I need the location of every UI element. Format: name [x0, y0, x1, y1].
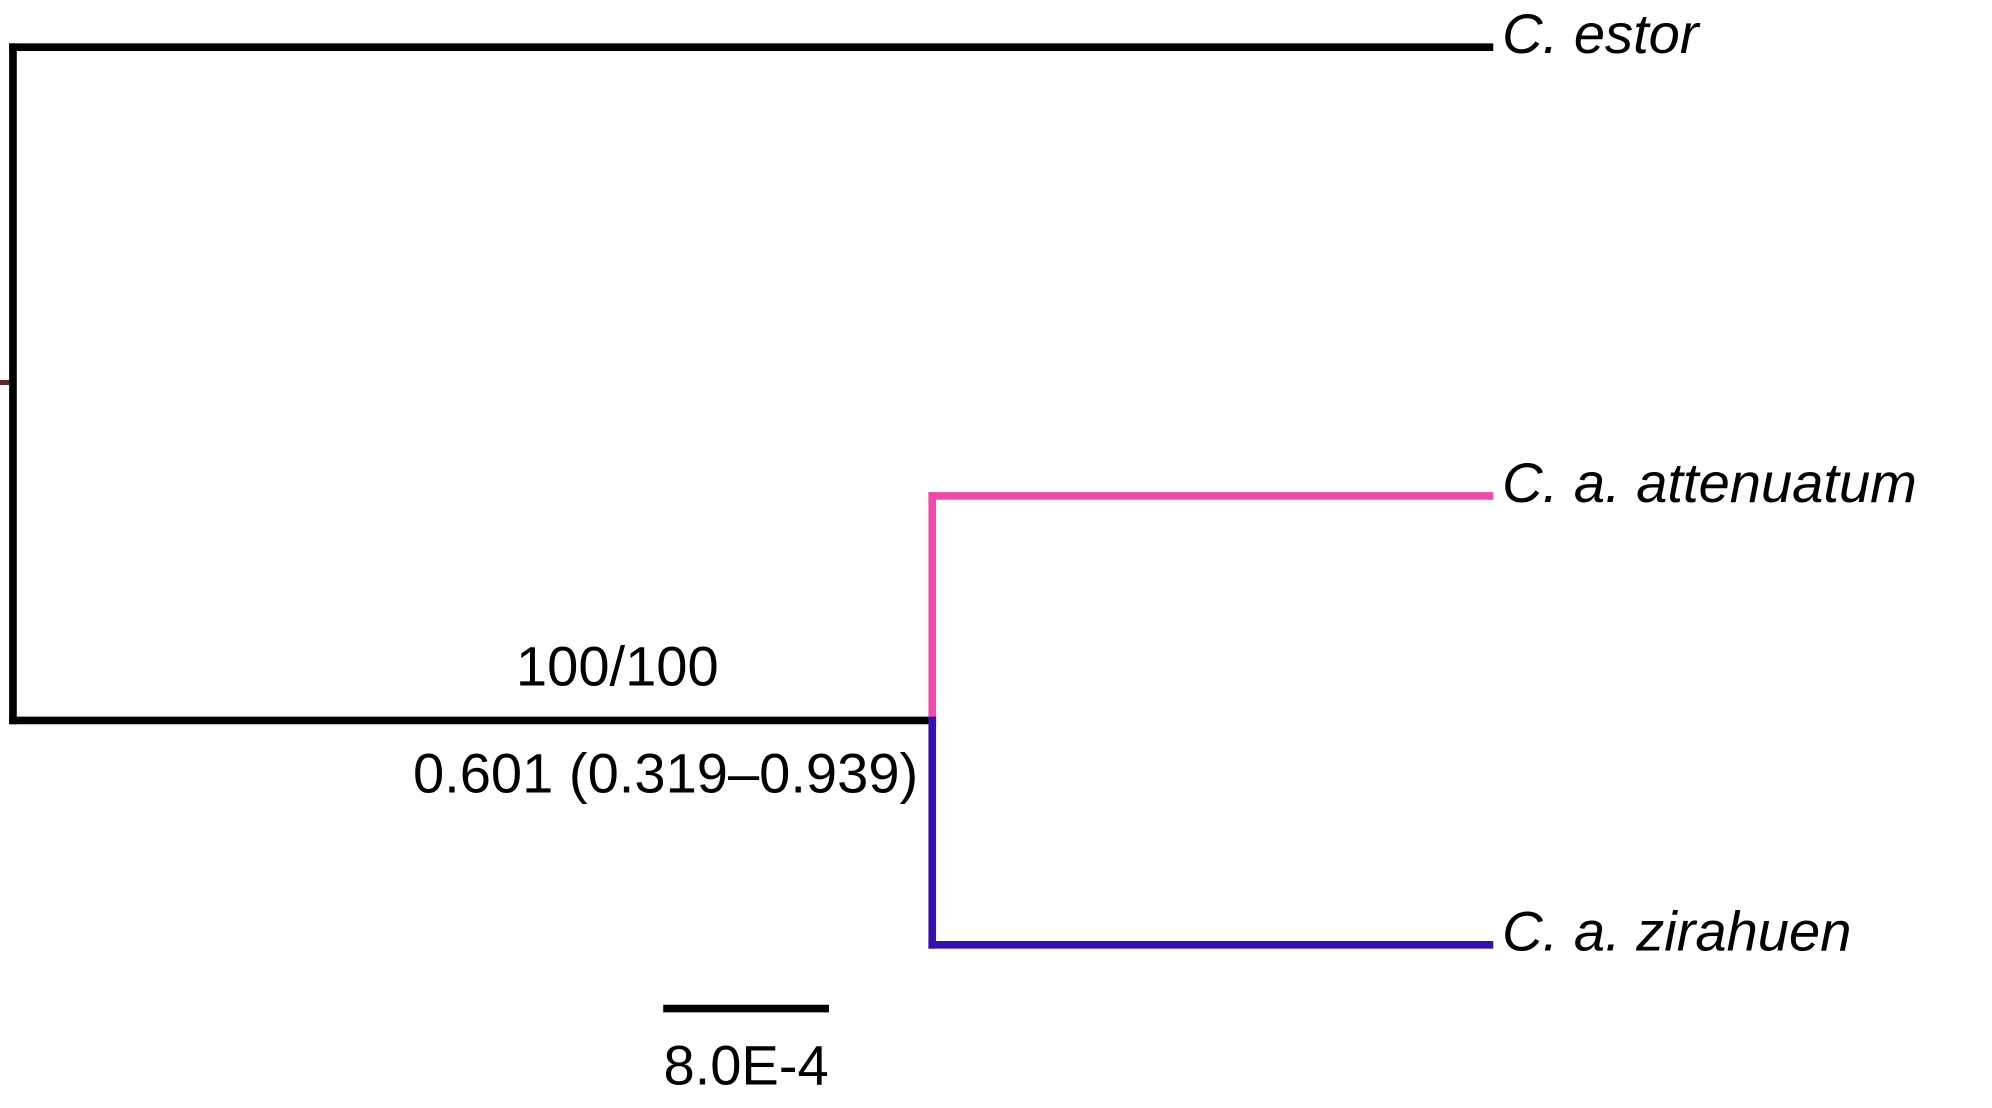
taxon-label: C. a. attenuatum [1502, 451, 1917, 514]
support-label: 100/100 [516, 634, 719, 697]
taxon-label: C. estor [1502, 2, 1701, 65]
scale-label: 8.0E-4 [663, 1034, 828, 1097]
taxon-label: C. a. zirahuen [1502, 900, 1851, 963]
age-label: 0.601 (0.319–0.939) [413, 742, 918, 805]
